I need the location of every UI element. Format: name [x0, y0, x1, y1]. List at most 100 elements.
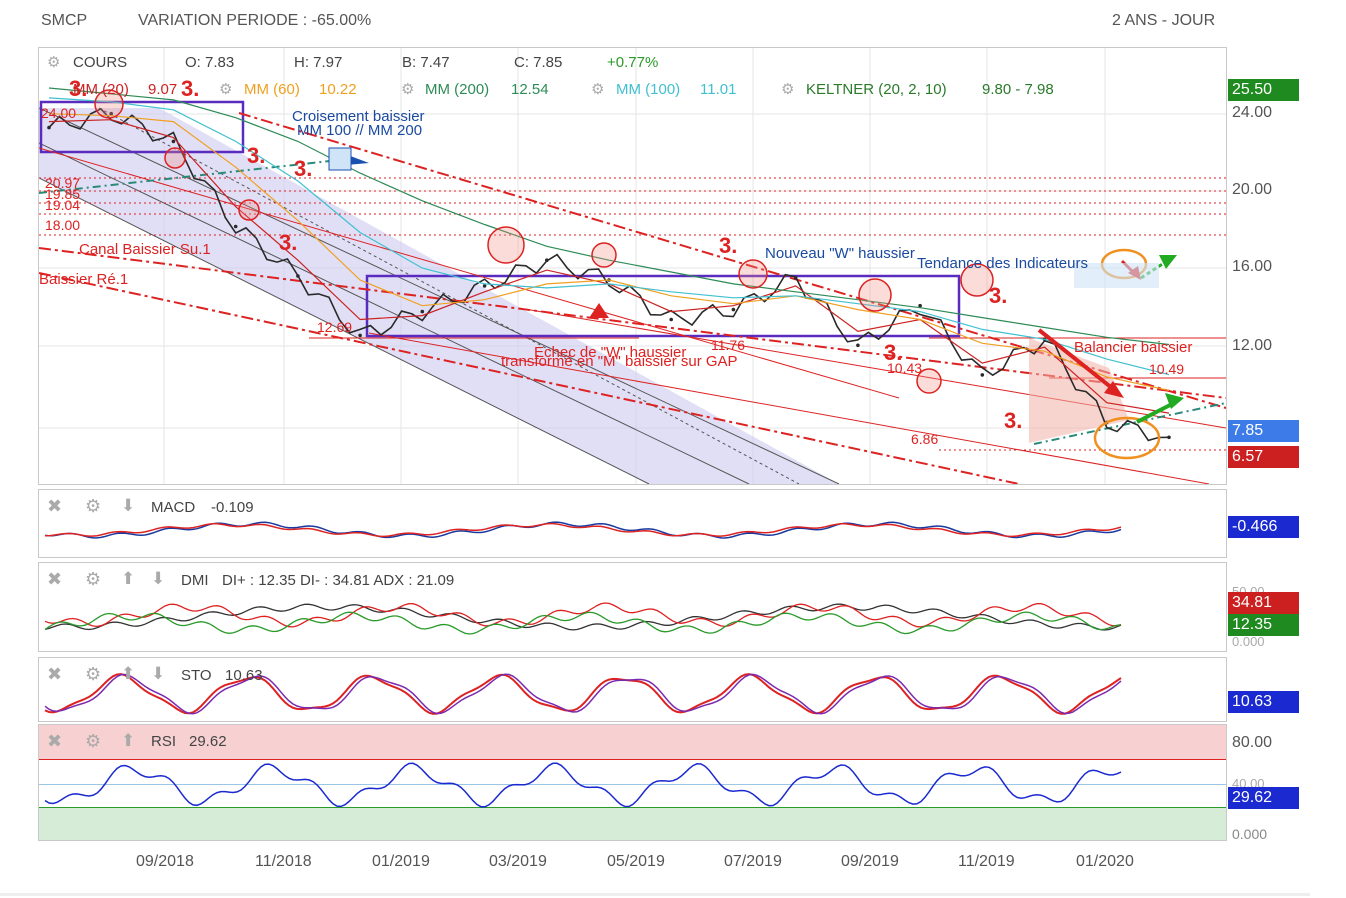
rsi-oversold-line [39, 807, 1226, 808]
price-point [109, 111, 113, 116]
cours-label: COURS [73, 54, 128, 71]
canal-label: Canal Baissier Su.1 [79, 241, 211, 258]
rsi-tick: 0.000 [1232, 826, 1268, 842]
tendance-label: Tendance des Indicateurs [917, 255, 1088, 272]
price-point [296, 274, 300, 278]
transforme-label: transformé en "M" baissier sur GAP [501, 353, 738, 370]
close-icon[interactable]: ✖ [47, 569, 63, 589]
arrow-up-icon[interactable]: ⬆ [121, 569, 136, 588]
price-point [482, 284, 487, 288]
dmi-values: DI+ : 12.35 DI- : 34.81 ADX : 21.09 [222, 572, 455, 589]
mm20-label[interactable]: MM (20) [73, 81, 129, 98]
y-tick: 24.00 [1232, 104, 1273, 121]
arrow-down-icon[interactable]: ⬇ [151, 569, 166, 588]
price-point [1167, 435, 1171, 440]
sto-label: STO [181, 667, 212, 684]
lvl-1049: 10.49 [1149, 361, 1184, 377]
mm200-label[interactable]: MM (200) [425, 81, 490, 98]
gear-icon[interactable]: ⚙ [401, 81, 415, 98]
x-tick: 05/2019 [607, 853, 665, 870]
period-variation: VARIATION PERIODE : -65.00% [138, 12, 372, 29]
lvl-1043: 10.43 [887, 360, 922, 376]
rsi-value: 29.62 [189, 733, 227, 750]
gear-icon[interactable]: ⚙ [85, 569, 102, 589]
mm20-value: 9.07 [148, 81, 178, 98]
macd-badge: -0.466 [1228, 516, 1299, 538]
mark-3-c: 3. [247, 143, 265, 168]
range-box-1 [39, 100, 245, 154]
close-icon[interactable]: ✖ [47, 496, 63, 516]
close-value: C: 7.85 [514, 54, 563, 71]
series-mm-100- [48, 97, 1170, 376]
price-point [171, 139, 176, 144]
mm60-label[interactable]: MM (60) [244, 81, 300, 98]
symbol: SMCP [41, 12, 88, 29]
range-box-2 [365, 274, 961, 338]
mark-3-g: 3. [989, 283, 1007, 308]
lvl-1269: 12.69 [317, 319, 352, 335]
high-value: H: 7.97 [294, 54, 343, 71]
price-point [233, 224, 238, 229]
gear-icon[interactable]: ⚙ [219, 81, 233, 98]
price-point [856, 343, 860, 348]
sto-value: 10.63 [225, 667, 263, 684]
close-icon[interactable]: ✖ [47, 731, 63, 751]
pivot-circles [94, 89, 994, 394]
mark-3-h: 3. [884, 340, 902, 365]
series-mm-200- [48, 87, 1170, 346]
rsi-badge: 29.62 [1228, 787, 1299, 809]
lvl-1800: 18.00 [45, 217, 80, 233]
lvl-2097: 20.97 [45, 175, 80, 191]
rsi-overbought-zone [39, 725, 1226, 759]
keltner-label[interactable]: KELTNER (20, 2, 10) [806, 81, 947, 98]
low-value: B: 7.47 [402, 54, 450, 71]
orange-circle-bottom [1093, 416, 1161, 460]
period-range[interactable]: 2 ANS - JOUR [1112, 12, 1216, 29]
mm100-value: 11.01 [700, 81, 737, 98]
sto-badge: 10.63 [1228, 691, 1299, 713]
lvl-1904: 19.04 [45, 197, 80, 213]
mm60-value: 10.22 [319, 81, 357, 98]
arrow-up-icon[interactable]: ⬆ [121, 731, 136, 750]
gear-icon[interactable]: ⚙ [47, 54, 61, 71]
bottom-divider [0, 893, 1310, 896]
dmi-chart [44, 602, 1122, 635]
rsi-pane: ✖ ⚙ ⬆ RSI 29.62 [38, 724, 1227, 841]
arrow-up-icon[interactable]: ⬆ [121, 664, 136, 683]
rsi-chart [44, 762, 1122, 808]
echec-label: Echec de "W" haussier [534, 344, 686, 361]
gear-icon[interactable]: ⚙ [85, 664, 102, 684]
gear-icon[interactable]: ⚙ [591, 81, 605, 98]
dmi-pane: ✖ ⚙ ⬆ ⬇ DMI DI+ : 12.35 DI- : 34.81 ADX … [38, 562, 1227, 652]
lvl-2400: 24.00 [41, 105, 76, 121]
gear-icon[interactable]: ⚙ [781, 81, 795, 98]
arrow-down-icon[interactable]: ⬇ [121, 496, 136, 515]
crossing-box [328, 147, 352, 171]
price-point [918, 303, 922, 308]
x-tick: 11/2019 [958, 853, 1015, 870]
support-line-right [1033, 402, 1226, 445]
support-line-left [39, 159, 340, 194]
gear-icon[interactable]: ⚙ [85, 496, 102, 516]
mark-3-f: 3. [719, 233, 737, 258]
mark-3-e: 3. [279, 230, 297, 255]
croisement-label-2: MM 100 // MM 200 [297, 122, 422, 139]
open-value: O: 7.83 [185, 54, 235, 71]
x-tick: 01/2020 [1076, 853, 1134, 870]
x-tick: 09/2018 [136, 853, 194, 870]
keltner-value: 9.80 - 7.98 [982, 81, 1054, 98]
mark-3-i: 3. [1004, 408, 1022, 433]
arrow-down-icon[interactable]: ⬇ [151, 664, 166, 683]
channel-lines [39, 107, 840, 484]
price-point [545, 258, 549, 262]
y-tick: 16.00 [1232, 258, 1273, 275]
rsi-mid-line [39, 784, 1226, 785]
close-icon[interactable]: ✖ [47, 664, 63, 684]
rsi-tick: 80.00 [1232, 734, 1273, 751]
price-chart: 3. 3. 3. 3. 3. 3. 3. 3. 3. 24.00 20.97 1… [39, 48, 1226, 484]
mm100-label[interactable]: MM (100) [616, 81, 681, 98]
lvl-0686: 6.86 [911, 431, 938, 447]
x-tick: 01/2019 [372, 853, 430, 870]
gear-icon[interactable]: ⚙ [85, 731, 102, 751]
series-mm-60- [48, 113, 1170, 391]
